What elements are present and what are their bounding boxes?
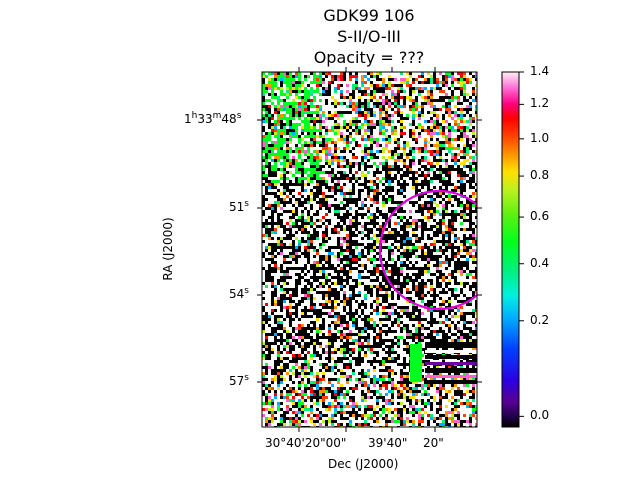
colorbar-tick-label: 0.6 [530, 209, 550, 224]
x-tick-label-2: 39'40" [368, 436, 408, 450]
chart-title-line-3: Opacity = ??? [313, 48, 425, 67]
y-ticks [257, 119, 482, 383]
colorbar-tick-label: 0.8 [530, 168, 550, 183]
colorbar-frame [501, 71, 520, 428]
colorbar-tick-label: 1.2 [530, 96, 550, 111]
colorbar [502, 72, 519, 427]
x-tick-label-3: 20" [423, 436, 444, 450]
region-circle [378, 189, 477, 311]
colorbar-tick-label: 0.4 [530, 255, 550, 270]
x-ticks [298, 67, 436, 432]
image-frame [261, 71, 478, 428]
colorbar-ticks [519, 71, 524, 417]
x-tick-label-1: 30°40'20"00" [265, 436, 347, 450]
chart-title-line-1: GDK99 106 [323, 6, 415, 25]
colorbar-tick-label: 1.0 [530, 130, 550, 145]
colorbar-tick-label: 1.4 [530, 64, 550, 78]
y-tick-label-1: 1h33m48s [184, 111, 242, 126]
y-axis-label: RA (J2000) [161, 217, 175, 281]
emission-map-pixels [262, 72, 477, 427]
y-tick-label-4: 57s [229, 373, 249, 388]
y-tick-label-2: 51s [229, 199, 249, 214]
chart-title-line-2: S-II/O-III [337, 27, 401, 46]
x-axis-label: Dec (J2000) [328, 457, 399, 471]
colorbar-tick-label: 0.2 [530, 312, 550, 327]
y-tick-label-3: 54s [229, 286, 249, 301]
colorbar-tick-label: 0.0 [530, 408, 550, 423]
